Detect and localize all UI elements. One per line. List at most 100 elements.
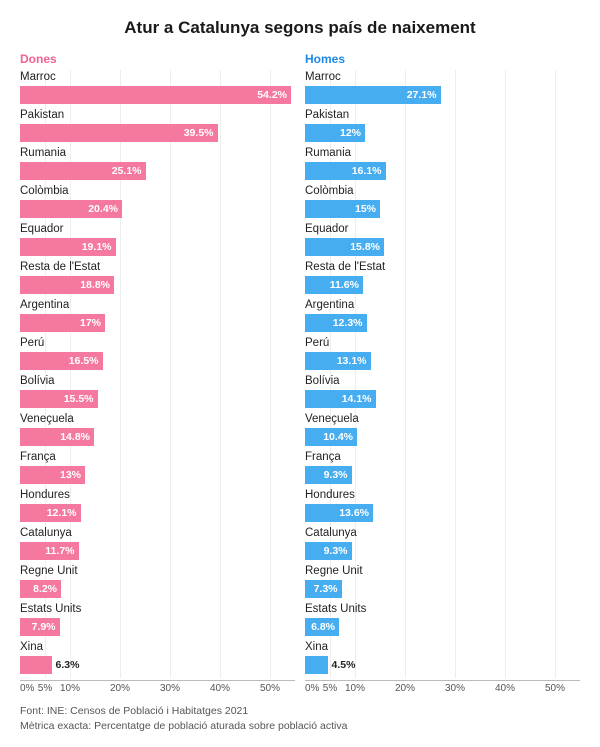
country-label: Argentina — [20, 298, 295, 314]
bar-row: Colòmbia 15% — [305, 184, 580, 222]
country-label: Xina — [305, 640, 580, 656]
chart-container: Atur a Catalunya segons país de naixemen… — [0, 0, 600, 747]
x-tick: 40% — [495, 681, 515, 694]
bar-row: Pakistan12% — [305, 108, 580, 146]
bar: 18.8% — [20, 276, 114, 294]
bar-track: 14.8% — [20, 428, 295, 446]
chart-body: Marroc54.2%Pakistan39.5%Rumania25.1%Colò… — [20, 70, 295, 678]
value-label: 6.8% — [311, 621, 335, 633]
bar: 20.4% — [20, 200, 122, 218]
bar: 16.5% — [20, 352, 103, 370]
bar: 12.3% — [305, 314, 367, 332]
x-tick: 20% — [110, 681, 130, 694]
bar: 9.3% — [305, 466, 352, 484]
value-label: 54.2% — [257, 89, 287, 101]
country-label: Equador — [20, 222, 295, 238]
bar-row: Equador19.1% — [20, 222, 295, 260]
country-label: França — [20, 450, 295, 466]
value-label: 13.1% — [337, 355, 367, 367]
value-label: 15.8% — [350, 241, 380, 253]
bar: 9.3% — [305, 542, 352, 560]
bar-track: 20.4% — [20, 200, 295, 218]
country-label: Colòmbia — [305, 184, 580, 200]
value-label: 10.4% — [323, 431, 353, 443]
bar — [20, 656, 52, 674]
country-label: Veneçuela — [305, 412, 580, 428]
x-axis: 0%5%10%20%30%40%50% — [305, 680, 580, 696]
bar-row: Bolívia14.1% — [305, 374, 580, 412]
value-label: 15% — [355, 203, 376, 215]
value-label: 8.2% — [33, 583, 57, 595]
value-label: 4.5% — [331, 659, 355, 671]
x-tick: 0% — [305, 681, 319, 694]
x-axis: 0%5%10%20%30%40%50% — [20, 680, 295, 696]
bar: 15% — [305, 200, 380, 218]
bar: 14.1% — [305, 390, 376, 408]
country-label: Resta de l'Estat — [20, 260, 295, 276]
bar-row: Resta de l'Estat11.6% — [305, 260, 580, 298]
bar: 17% — [20, 314, 105, 332]
bar-track: 39.5% — [20, 124, 295, 142]
country-label: Estats Units — [20, 602, 295, 618]
bar-track: 7.3% — [305, 580, 580, 598]
bar-row: França 13% — [20, 450, 295, 488]
panel-title: Homes — [305, 52, 580, 66]
bar-row: Resta de l'Estat 18.8% — [20, 260, 295, 298]
bar-row: Regne Unit7.3% — [305, 564, 580, 602]
bar: 7.9% — [20, 618, 60, 636]
value-label: 6.3% — [56, 659, 80, 671]
country-label: França — [305, 450, 580, 466]
bar-track: 27.1% — [305, 86, 580, 104]
value-label: 9.3% — [324, 545, 348, 557]
country-label: Hondures — [20, 488, 295, 504]
country-label: Estats Units — [305, 602, 580, 618]
value-label: 14.1% — [342, 393, 372, 405]
x-tick: 50% — [260, 681, 280, 694]
bar-row: Rumania16.1% — [305, 146, 580, 184]
country-label: Marroc — [20, 70, 295, 86]
value-label: 27.1% — [407, 89, 437, 101]
bar-row: Argentina12.3% — [305, 298, 580, 336]
bar-track: 4.5% — [305, 656, 580, 674]
value-label: 9.3% — [324, 469, 348, 481]
bar-track: 15% — [305, 200, 580, 218]
bar-row: Hondures13.6% — [305, 488, 580, 526]
bar-row: Veneçuela14.8% — [20, 412, 295, 450]
bar: 10.4% — [305, 428, 357, 446]
bar: 39.5% — [20, 124, 218, 142]
bar-row: Catalunya11.7% — [20, 526, 295, 564]
value-label: 18.8% — [80, 279, 110, 291]
bar-row: França 9.3% — [305, 450, 580, 488]
bar-track: 15.5% — [20, 390, 295, 408]
bar: 16.1% — [305, 162, 386, 180]
country-label: Rumania — [20, 146, 295, 162]
panels-wrapper: DonesMarroc54.2%Pakistan39.5%Rumania25.1… — [20, 52, 580, 696]
bar-row: Hondures12.1% — [20, 488, 295, 526]
value-label: 12% — [340, 127, 361, 139]
country-label: Equador — [305, 222, 580, 238]
value-label: 13% — [60, 469, 81, 481]
value-label: 16.1% — [352, 165, 382, 177]
bar: 15.5% — [20, 390, 98, 408]
country-label: Marroc — [305, 70, 580, 86]
country-label: Regne Unit — [20, 564, 295, 580]
bar-track: 17% — [20, 314, 295, 332]
bar-track: 13.1% — [305, 352, 580, 370]
bar: 15.8% — [305, 238, 384, 256]
country-label: Colòmbia — [20, 184, 295, 200]
value-label: 17% — [80, 317, 101, 329]
bar-row: Regne Unit 8.2% — [20, 564, 295, 602]
x-tick: 50% — [545, 681, 565, 694]
bar-track: 18.8% — [20, 276, 295, 294]
bar-row: Argentina 17% — [20, 298, 295, 336]
bar-row: Estats Units 6.8% — [305, 602, 580, 640]
bar-row: Perú16.5% — [20, 336, 295, 374]
panel-title: Dones — [20, 52, 295, 66]
country-label: Hondures — [305, 488, 580, 504]
bar-track: 14.1% — [305, 390, 580, 408]
panel: Homes Marroc 27.1% Pakistan12%Rumania16.1%C… — [305, 52, 580, 696]
bar-track: 6.8% — [305, 618, 580, 636]
value-label: 20.4% — [88, 203, 118, 215]
bar-track: 9.3% — [305, 466, 580, 484]
bar: 11.7% — [20, 542, 79, 560]
